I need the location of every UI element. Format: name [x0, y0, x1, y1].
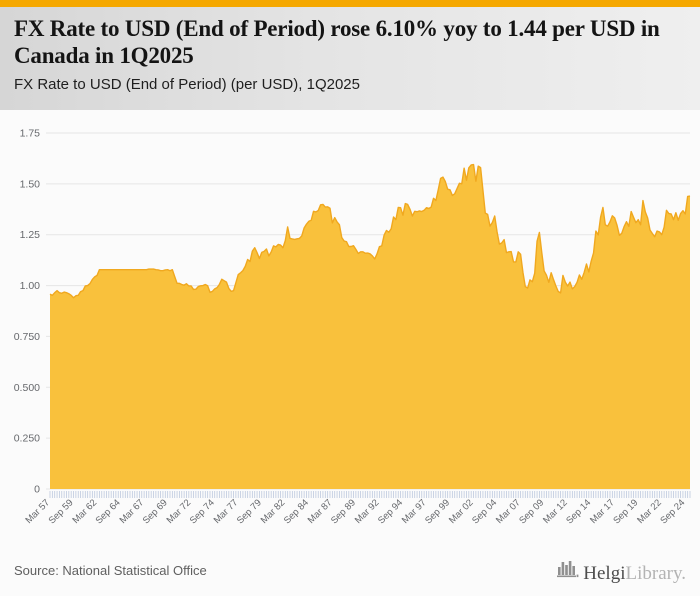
x-tick-label: Mar 97 — [400, 497, 429, 526]
x-tick-label: Mar 02 — [447, 497, 476, 526]
footer: Source: National Statistical Office Helg… — [0, 545, 700, 596]
x-tick-label: Sep 84 — [282, 497, 311, 526]
x-tick-label: Sep 94 — [376, 497, 405, 526]
y-tick-label: 1.50 — [20, 178, 41, 190]
y-tick-label: 1.75 — [20, 128, 41, 140]
logo-text: HelgiLibrary. — [583, 564, 686, 583]
x-tick-label: Sep 59 — [47, 497, 76, 526]
x-tick-label: Mar 17 — [588, 497, 617, 526]
x-tick-label: Mar 92 — [353, 497, 382, 526]
series-line — [49, 163, 691, 299]
x-tick-label: Mar 12 — [541, 497, 570, 526]
chart-container: 1.75 1.50 1.25 1.00 0.750 0.500 0.250 0 Mar 57 Se… — [0, 110, 700, 545]
page-subtitle: FX Rate to USD (End of Period) (per USD)… — [14, 76, 360, 94]
x-axis-ticks — [49, 491, 691, 498]
y-axis-labels: 1.75 1.50 1.25 1.00 0.750 0.500 0.250 0 — [14, 128, 40, 496]
y-tick-label: 0.250 — [14, 433, 40, 445]
x-tick-label: Sep 69 — [141, 497, 170, 526]
x-tick-label: Sep 09 — [517, 497, 546, 526]
y-tick-label: 0.500 — [14, 382, 40, 394]
y-tick-label: 1.25 — [20, 229, 41, 241]
helgi-logo-icon — [557, 558, 579, 583]
header: FX Rate to USD (End of Period) rose 6.10… — [0, 7, 700, 110]
logo-text-primary: Helgi — [583, 563, 626, 584]
x-tick-label: Mar 72 — [165, 497, 194, 526]
x-tick-label: Sep 89 — [329, 497, 358, 526]
helgi-library-logo: HelgiLibrary. — [557, 558, 686, 583]
logo-text-secondary: Library. — [625, 563, 687, 584]
x-tick-label: Sep 14 — [564, 497, 593, 526]
x-tick-label: Mar 62 — [70, 497, 99, 526]
y-tick-label: 1.00 — [20, 280, 41, 292]
series-area-fill — [50, 164, 690, 489]
x-tick-label: Sep 19 — [611, 497, 640, 526]
x-tick-label: Mar 87 — [306, 497, 335, 526]
source-text: Source: National Statistical Office — [14, 563, 207, 578]
y-tick-label: 0.750 — [14, 331, 40, 343]
x-tick-label: Sep 24 — [658, 497, 687, 526]
x-tick-label: Sep 64 — [94, 497, 123, 526]
x-tick-label: Sep 74 — [188, 497, 217, 526]
x-tick-label: Mar 82 — [259, 497, 288, 526]
x-tick-label: Sep 79 — [235, 497, 264, 526]
page-title: FX Rate to USD (End of Period) rose 6.10… — [14, 16, 660, 68]
y-tick-label: 0 — [34, 484, 40, 496]
x-tick-label: Sep 99 — [423, 497, 452, 526]
x-tick-label: Mar 22 — [635, 497, 664, 526]
x-tick-label: Mar 67 — [118, 497, 147, 526]
top-accent-bar — [0, 0, 700, 7]
x-tick-label: Mar 57 — [23, 497, 52, 526]
x-tick-label: Mar 07 — [494, 497, 523, 526]
x-tick-label: Sep 04 — [470, 497, 499, 526]
x-tick-label: Mar 77 — [212, 497, 241, 526]
